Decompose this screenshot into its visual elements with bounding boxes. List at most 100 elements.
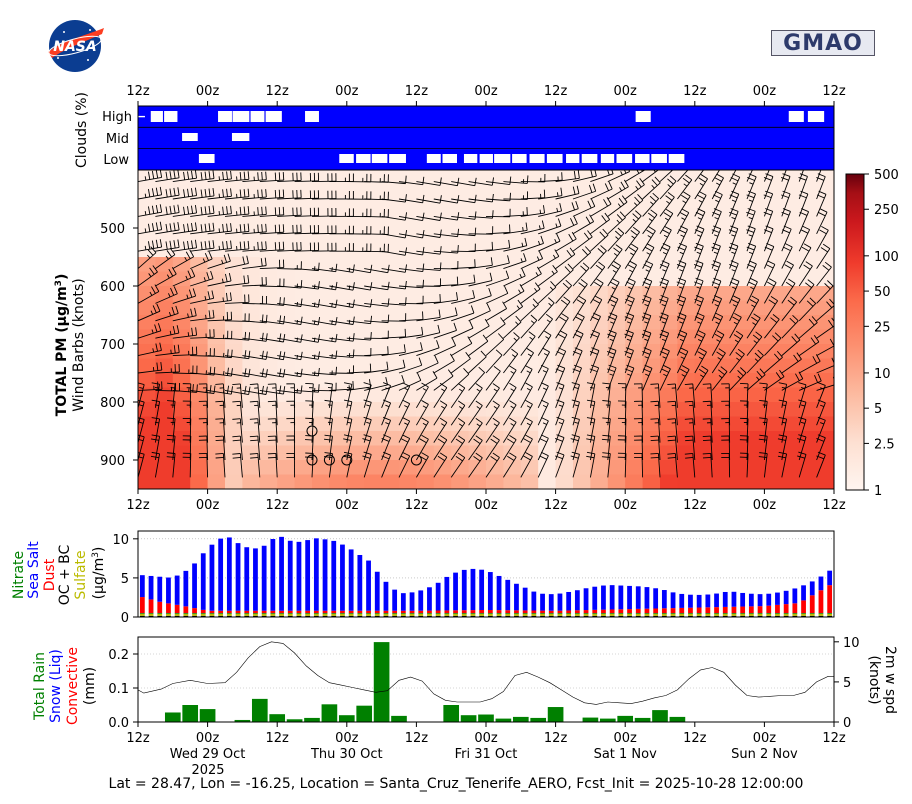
aerosol-segment-nitrate (661, 613, 667, 614)
aerosol-segment-sea-salt (496, 575, 502, 611)
wind-barb-feather (659, 281, 668, 286)
wind-barb-feather (177, 344, 180, 353)
pm-cell (329, 474, 348, 489)
aerosol-bar-70 (748, 593, 754, 617)
wind-barb-staff (659, 213, 674, 235)
pm-cell (451, 170, 469, 185)
wind-barb-362 (485, 208, 511, 218)
legend-snow: Snow (Liq) (48, 649, 64, 723)
wind-barb-staff (537, 255, 560, 269)
wind-barb-475 (590, 278, 604, 304)
pm-cell (312, 271, 330, 287)
pm-cell (538, 300, 556, 316)
aerosol-segment-nitrate (400, 613, 406, 614)
wind-barb-feather (352, 349, 355, 358)
wind-barb-165 (294, 224, 320, 235)
wind-barb-half (626, 356, 631, 359)
wind-barb-staff (224, 372, 249, 378)
pm-cell (694, 170, 713, 185)
pm-cell (538, 402, 556, 417)
wind-barb-feather (816, 455, 825, 460)
aerosol-segment-sea-salt (322, 539, 328, 611)
wind-barb-feather (676, 264, 685, 268)
wind-barb-feather (805, 261, 813, 267)
wind-barb-feather (147, 171, 151, 180)
wind-barb-feather (454, 307, 458, 316)
wind-barb-half (838, 162, 842, 163)
pm-cell (555, 402, 574, 417)
pm-cell (677, 474, 696, 489)
pm-cell (381, 474, 400, 489)
wind-barb-half (800, 387, 806, 390)
pm-cell (729, 474, 748, 489)
wind-barb-257 (381, 264, 407, 273)
wind-barb-half (441, 423, 445, 427)
wind-barb-feather (679, 368, 688, 374)
wind-barb-staff (329, 285, 354, 291)
pm-cell (607, 213, 626, 229)
pm-cell (538, 199, 556, 214)
wind-barb-105 (215, 418, 226, 443)
wind-barb-372 (485, 366, 501, 391)
wind-barb-0 (138, 170, 163, 183)
wind-barb-feather (265, 171, 267, 180)
aerosol-segment-nitrate (427, 613, 432, 614)
pm-cell (242, 184, 261, 200)
pm-cell (712, 402, 730, 417)
pm-cell (677, 228, 696, 243)
wind-barb-feather (138, 399, 145, 403)
precip-ytick-label-1: 0.1 (108, 682, 129, 697)
wind-barb-staff (833, 250, 834, 252)
wind-barb-355 (468, 383, 483, 409)
pm-cell (799, 329, 817, 345)
wind-barb-feather (260, 258, 263, 267)
wind-barb-feather (419, 438, 427, 444)
wind-barb-feather (173, 205, 176, 214)
wind-barb-feather (264, 257, 267, 266)
year-label: 2025 (191, 763, 224, 778)
wind-barb-266 (381, 399, 392, 426)
wind-barb-staff (798, 402, 807, 426)
aerosol-segment-ocbc (392, 615, 398, 617)
wind-barb-343 (468, 193, 494, 203)
wind-barb-staff (206, 401, 209, 426)
aerosol-segment-ocbc (496, 615, 502, 617)
pm-cell (625, 431, 643, 446)
pm-xtick-label-2: 12z (266, 498, 290, 513)
wind-barb-half (842, 232, 845, 234)
wind-barb-274 (398, 246, 425, 256)
wind-barb-feather (151, 240, 155, 249)
wind-barb-feather (620, 181, 626, 190)
wind-barb-half (662, 251, 667, 255)
aerosol-segment-nitrate (470, 613, 476, 614)
wind-barb-feather (621, 195, 628, 203)
pm-cell (486, 373, 504, 388)
wind-barb-feather (247, 171, 250, 180)
wind-barb-half (202, 258, 206, 263)
wind-barb-staff (398, 181, 423, 186)
aerosol-segment-sea-salt (287, 540, 293, 611)
wind-barb-half (542, 387, 547, 391)
wind-barb-feather (335, 366, 337, 375)
wind-barb-415 (538, 187, 563, 200)
aerosol-bar-31 (409, 592, 415, 617)
aerosol-segment-dust (670, 608, 676, 614)
aerosol-segment-dust (166, 603, 171, 614)
aerosol-segment-dust (627, 609, 632, 614)
wind-barb-437 (555, 247, 576, 269)
aerosol-segment-ocbc (296, 615, 302, 617)
wind-barb-feather (556, 416, 565, 421)
wind-barb-feather (523, 455, 531, 461)
pm-cell (486, 257, 504, 272)
aerosol-segment-sulfate (157, 613, 163, 616)
wind-barb-half (667, 184, 672, 188)
pm-cell (520, 387, 539, 403)
aerosol-segment-nitrate (818, 613, 824, 614)
aerosol-segment-dust (487, 610, 493, 614)
wind-barb-244 (364, 346, 389, 357)
aerosol-segment-nitrate (740, 613, 746, 614)
pm-cell (677, 300, 696, 316)
wind-barb-half (616, 219, 620, 224)
aerosol-segment-sea-salt (435, 582, 441, 611)
